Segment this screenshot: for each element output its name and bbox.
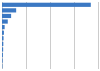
grid-line xyxy=(26,2,27,69)
grid-line xyxy=(74,2,75,69)
bar xyxy=(2,3,91,7)
grid-line xyxy=(98,2,99,69)
bar xyxy=(2,59,3,63)
chart xyxy=(0,0,100,71)
bar xyxy=(2,47,3,51)
bar xyxy=(2,53,3,57)
bar xyxy=(2,36,4,40)
bar xyxy=(2,8,16,12)
grid-line xyxy=(50,2,51,69)
bar xyxy=(2,25,5,29)
bar xyxy=(2,42,3,46)
bar xyxy=(2,19,8,23)
bars xyxy=(2,3,91,69)
bar xyxy=(2,64,3,68)
grid xyxy=(2,2,98,69)
plot xyxy=(2,2,98,69)
bar xyxy=(2,31,4,35)
bar xyxy=(2,14,11,18)
